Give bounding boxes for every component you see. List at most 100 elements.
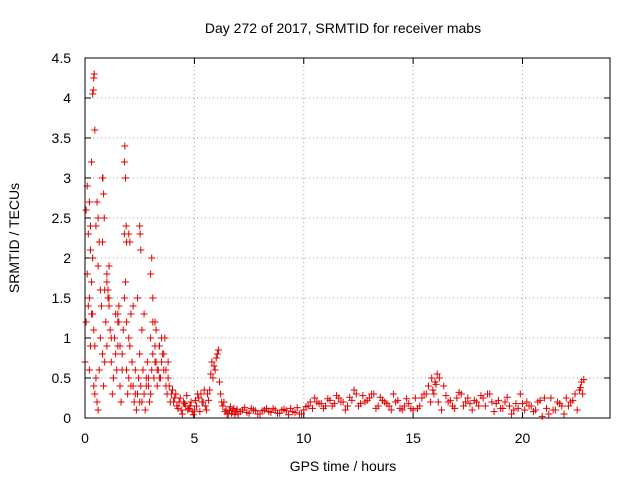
data-point bbox=[88, 158, 96, 166]
data-point bbox=[547, 394, 555, 402]
data-point bbox=[208, 358, 216, 366]
axis-tick-labels: 0 5 10 15 20 0 0.5 1 1.5 2 2.5 3 3.5 4 4.5 bbox=[52, 50, 531, 446]
data-point bbox=[116, 342, 124, 350]
data-point bbox=[389, 390, 397, 398]
data-point bbox=[120, 294, 128, 302]
data-point bbox=[158, 334, 166, 342]
data-point bbox=[189, 411, 197, 419]
data-point bbox=[127, 310, 135, 318]
data-point bbox=[569, 396, 577, 404]
data-point bbox=[213, 350, 221, 358]
data-point bbox=[82, 206, 90, 214]
data-point bbox=[172, 390, 180, 398]
data-point bbox=[573, 406, 581, 414]
data-point bbox=[183, 392, 191, 400]
data-point bbox=[147, 390, 155, 398]
data-point bbox=[453, 394, 461, 402]
data-point bbox=[494, 396, 502, 404]
data-point bbox=[90, 326, 98, 334]
data-point bbox=[473, 398, 481, 406]
data-point bbox=[165, 382, 173, 390]
data-point bbox=[103, 278, 111, 286]
data-point bbox=[164, 358, 172, 366]
data-point bbox=[202, 406, 210, 414]
data-point bbox=[137, 246, 145, 254]
data-point bbox=[105, 294, 113, 302]
data-point bbox=[139, 366, 147, 374]
data-point bbox=[122, 222, 130, 230]
data-point bbox=[102, 318, 110, 326]
data-point bbox=[560, 410, 568, 418]
x-tick-label: 10 bbox=[296, 430, 312, 446]
data-point bbox=[193, 402, 201, 410]
data-point bbox=[149, 294, 157, 302]
data-point bbox=[103, 342, 111, 350]
data-point bbox=[155, 342, 163, 350]
y-tick-label: 0 bbox=[63, 410, 71, 426]
data-point bbox=[446, 396, 454, 404]
data-point bbox=[124, 390, 132, 398]
y-tick-label: 4 bbox=[63, 90, 71, 106]
data-point bbox=[429, 386, 437, 394]
data-point bbox=[147, 334, 155, 342]
data-point bbox=[363, 396, 371, 404]
data-point bbox=[354, 402, 362, 410]
data-point bbox=[185, 404, 193, 412]
data-point bbox=[91, 126, 99, 134]
data-point bbox=[302, 403, 310, 411]
data-point bbox=[481, 402, 489, 410]
data-point bbox=[499, 404, 507, 412]
data-point bbox=[151, 358, 159, 366]
data-point bbox=[562, 394, 570, 402]
data-point bbox=[118, 366, 126, 374]
data-point bbox=[337, 398, 345, 406]
data-point bbox=[545, 410, 553, 418]
data-point bbox=[403, 395, 411, 403]
data-point bbox=[376, 393, 384, 401]
data-point bbox=[580, 376, 588, 384]
data-point bbox=[333, 392, 341, 400]
data-point bbox=[177, 406, 185, 414]
data-point bbox=[155, 374, 163, 382]
data-point bbox=[93, 398, 101, 406]
data-point bbox=[226, 403, 234, 411]
data-point bbox=[143, 358, 151, 366]
data-point bbox=[368, 390, 376, 398]
data-point bbox=[94, 406, 102, 414]
data-point bbox=[214, 346, 222, 354]
data-point bbox=[224, 410, 232, 418]
data-point bbox=[210, 362, 218, 370]
data-point bbox=[125, 374, 133, 382]
data-point bbox=[512, 400, 520, 408]
data-point bbox=[91, 342, 99, 350]
data-point bbox=[359, 392, 367, 400]
data-point bbox=[100, 190, 108, 198]
data-point bbox=[434, 398, 442, 406]
data-point bbox=[271, 406, 279, 414]
data-point bbox=[258, 407, 266, 415]
data-point bbox=[89, 90, 97, 98]
data-point bbox=[99, 174, 107, 182]
grid bbox=[85, 57, 610, 418]
data-point bbox=[420, 390, 428, 398]
data-point bbox=[400, 402, 408, 410]
data-point bbox=[204, 390, 211, 398]
data-point bbox=[372, 404, 380, 412]
data-point bbox=[148, 254, 156, 262]
data-point bbox=[249, 406, 257, 414]
data-point bbox=[144, 382, 152, 390]
data-point bbox=[89, 254, 97, 262]
data-point bbox=[350, 386, 358, 394]
data-point bbox=[158, 358, 166, 366]
data-point bbox=[319, 404, 327, 412]
data-point bbox=[85, 366, 93, 374]
data-point bbox=[276, 409, 284, 417]
data-point bbox=[112, 350, 120, 358]
data-point bbox=[108, 390, 116, 398]
data-point bbox=[387, 406, 395, 414]
data-point bbox=[508, 410, 516, 418]
data-point bbox=[477, 392, 485, 400]
data-point bbox=[440, 382, 448, 390]
x-tick-label: 0 bbox=[81, 430, 89, 446]
